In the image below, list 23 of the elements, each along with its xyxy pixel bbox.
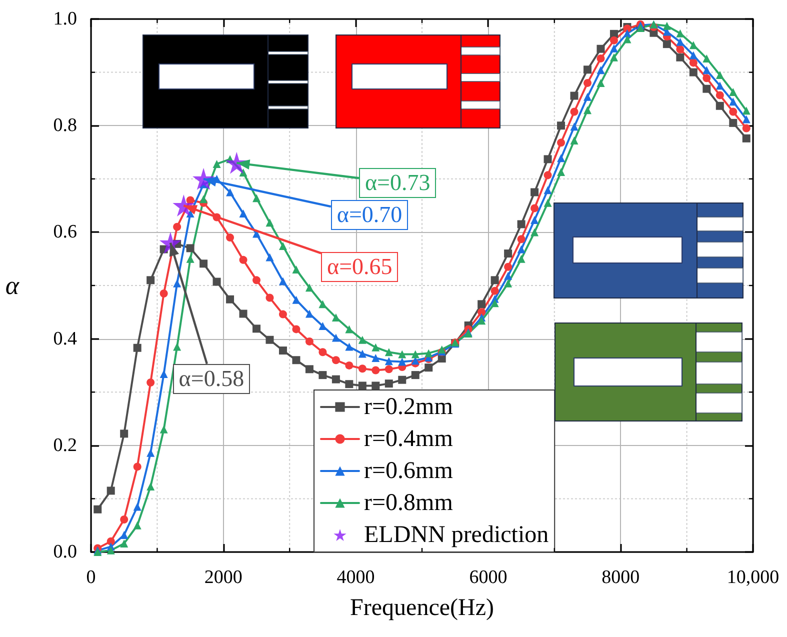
y-tick-label: 1.0 — [53, 8, 77, 30]
x-tick-label: 6000 — [469, 567, 508, 588]
legend-label: r=0.6mm — [364, 458, 454, 484]
annotation: α=0.70 — [330, 200, 408, 230]
y-tick-label: 0.4 — [53, 328, 78, 350]
x-tick-label: 10,000 — [726, 567, 780, 588]
legend-label: ELDNN prediction — [364, 522, 549, 548]
x-tick-label: 4000 — [336, 567, 375, 588]
annotation: α=0.73 — [358, 168, 436, 198]
legend-label: r=0.4mm — [364, 426, 454, 452]
x-tick-label: 0 — [86, 567, 96, 588]
x-axis-title: Frequence(Hz) — [350, 595, 494, 621]
legend-label: r=0.8mm — [364, 490, 454, 516]
x-tick-label: 2000 — [204, 567, 242, 588]
annotation: α=0.58 — [172, 364, 250, 394]
y-tick-label: 0.6 — [53, 222, 77, 243]
legend-label: r=0.2mm — [364, 394, 454, 420]
y-tick-label: 0.2 — [53, 434, 77, 456]
y-tick-label: 0.0 — [53, 542, 77, 562]
y-tick-label: 0.8 — [53, 115, 77, 136]
x-tick-label: 8000 — [602, 567, 640, 588]
y-axis-title: α — [5, 271, 20, 300]
annotation: α=0.65 — [321, 252, 398, 282]
